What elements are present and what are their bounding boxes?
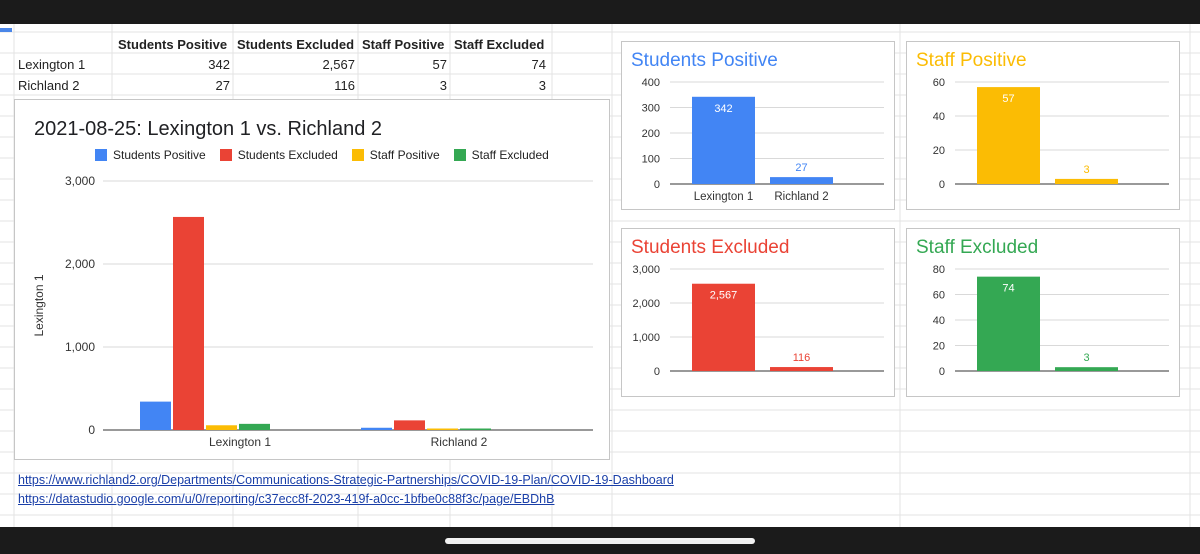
small-y-tick-label: 20 <box>933 341 945 353</box>
small-data-label: 57 <box>1002 93 1014 105</box>
small-y-tick-label: 20 <box>933 145 945 157</box>
small-data-label: 116 <box>793 352 811 364</box>
small-bar[interactable] <box>770 177 833 184</box>
small-bar[interactable] <box>770 367 833 371</box>
main-chart-svg: 2021-08-25: Lexington 1 vs. Richland 2 0 1… <box>32 118 593 449</box>
small-data-label: 3 <box>1083 352 1089 364</box>
small-y-tick-label: 3,000 <box>632 264 660 276</box>
cell-richland-staff-excluded[interactable]: 3 <box>538 78 546 93</box>
main-chart-title: 2021-08-25: Lexington 1 vs. Richland 2 <box>34 118 382 140</box>
row-header-marker <box>0 28 12 32</box>
small-data-label: 3 <box>1083 164 1089 176</box>
main-y-axis-label: Lexington 1 <box>32 274 46 336</box>
small-y-tick-label: 400 <box>642 77 660 89</box>
legend-label-students-positive: Students Positive <box>113 148 206 162</box>
main-bar[interactable] <box>206 425 237 430</box>
row-label-lexington[interactable]: Lexington 1 <box>18 57 86 72</box>
cell-richland-students-excluded[interactable]: 116 <box>334 78 355 93</box>
main-bar[interactable] <box>361 427 392 430</box>
small-y-tick-label: 100 <box>642 154 660 166</box>
header-students-positive[interactable]: Students Positive <box>118 37 228 52</box>
top-bezel <box>0 0 1200 24</box>
main-bar[interactable] <box>460 428 491 431</box>
legend-label-staff-excluded: Staff Excluded <box>471 148 549 162</box>
small-y-tick-label: 60 <box>933 290 945 302</box>
small-y-tick-label: 0 <box>939 179 945 191</box>
staff-excluded-chart[interactable]: Staff Excluded 0 20 40 60 80 74 3 <box>906 228 1180 397</box>
small-y-tick-label: 0 <box>654 179 660 191</box>
small-y-tick-label: 40 <box>933 111 945 123</box>
legend-item-students-positive[interactable]: Students Positive <box>95 148 206 162</box>
small-y-tick-label: 40 <box>933 315 945 327</box>
legend-item-students-excluded[interactable]: Students Excluded <box>219 148 338 162</box>
staff-positive-chart[interactable]: Staff Positive 0 20 40 60 57 3 <box>906 41 1180 210</box>
small-chart-title: Staff Positive <box>916 50 1027 71</box>
legend-label-students-excluded: Students Excluded <box>237 148 338 162</box>
small-chart-title: Students Excluded <box>631 237 789 258</box>
small-chart-title: Staff Excluded <box>916 237 1038 258</box>
small-data-label: 74 <box>1002 283 1014 295</box>
cell-lexington-students-positive[interactable]: 342 <box>208 57 230 72</box>
small-y-tick-label: 2,000 <box>632 298 660 310</box>
legend-swatch-staff-excluded <box>453 149 466 161</box>
small-y-tick-label: 1,000 <box>632 332 660 344</box>
small-y-tick-label: 300 <box>642 103 660 115</box>
staff-positive-chart-svg: Staff Positive 0 20 40 60 57 3 <box>916 50 1169 191</box>
main-bar[interactable] <box>427 428 458 431</box>
datastudio-report-link[interactable]: https://datastudio.google.com/u/0/report… <box>18 492 555 506</box>
main-chart[interactable]: 2021-08-25: Lexington 1 vs. Richland 2 0 1… <box>14 99 610 460</box>
richland2-dashboard-link[interactable]: https://www.richland2.org/Departments/Co… <box>18 473 674 487</box>
main-bar[interactable] <box>239 423 270 430</box>
legend-swatch-students-positive <box>95 149 107 161</box>
main-bar[interactable] <box>140 401 171 430</box>
legend-item-staff-excluded[interactable]: Staff Excluded <box>453 148 549 162</box>
small-bar[interactable] <box>977 276 1040 371</box>
small-y-tick-label: 60 <box>933 77 945 89</box>
small-bar[interactable] <box>692 96 755 184</box>
students-excluded-chart[interactable]: Students Excluded 0 1,000 2,000 3,000 2,567 11… <box>621 228 895 397</box>
students-positive-chart-svg: Students Positive 0 100 200 300 400 342 Lexingt… <box>631 50 884 203</box>
small-y-tick-label: 200 <box>642 128 660 140</box>
main-bar[interactable] <box>394 420 425 430</box>
small-y-tick-label: 0 <box>939 366 945 378</box>
small-y-tick-label: 0 <box>654 366 660 378</box>
main-bar[interactable] <box>173 216 204 430</box>
main-y-tick-label: 2,000 <box>65 257 95 271</box>
small-bar[interactable] <box>1055 367 1118 371</box>
main-x-tick-label: Richland 2 <box>431 435 488 449</box>
cell-lexington-students-excluded[interactable]: 2,567 <box>322 57 355 72</box>
cell-lexington-staff-positive[interactable]: 57 <box>432 57 447 72</box>
legend-label-staff-positive: Staff Positive <box>369 148 440 162</box>
staff-excluded-chart-svg: Staff Excluded 0 20 40 60 80 74 3 <box>916 237 1169 378</box>
small-bar[interactable] <box>977 87 1040 184</box>
legend-swatch-staff-positive <box>351 149 364 161</box>
main-y-tick-label: 3,000 <box>65 174 95 188</box>
small-bar[interactable] <box>692 283 755 371</box>
header-students-excluded[interactable]: Students Excluded <box>237 37 355 52</box>
home-indicator[interactable] <box>445 538 755 544</box>
students-excluded-chart-svg: Students Excluded 0 1,000 2,000 3,000 2,567 11… <box>631 237 884 378</box>
row-label-richland[interactable]: Richland 2 <box>18 78 80 93</box>
students-positive-chart[interactable]: Students Positive 0 100 200 300 400 342 Lexingt… <box>621 41 895 210</box>
main-chart-legend: Students Positive Students Excluded Staf… <box>95 148 549 162</box>
header-staff-excluded[interactable]: Staff Excluded <box>454 37 545 52</box>
small-x-tick-label: Richland 2 <box>774 191 828 203</box>
small-y-tick-label: 80 <box>933 264 945 276</box>
cell-lexington-staff-excluded[interactable]: 74 <box>531 57 546 72</box>
main-y-tick-label: 0 <box>88 423 95 437</box>
cell-richland-staff-positive[interactable]: 3 <box>439 78 447 93</box>
small-x-tick-label: Lexington 1 <box>694 191 753 203</box>
main-x-tick-label: Lexington 1 <box>209 435 271 449</box>
legend-swatch-students-excluded <box>219 149 232 161</box>
header-staff-positive[interactable]: Staff Positive <box>362 37 445 52</box>
small-data-label: 342 <box>714 103 732 115</box>
cell-richland-students-positive[interactable]: 27 <box>215 78 230 93</box>
main-y-tick-label: 1,000 <box>65 340 95 354</box>
small-bar[interactable] <box>1055 178 1118 184</box>
legend-item-staff-positive[interactable]: Staff Positive <box>351 148 440 162</box>
small-data-label: 2,567 <box>710 290 738 302</box>
small-data-label: 27 <box>795 162 807 174</box>
small-chart-title: Students Positive <box>631 50 778 71</box>
